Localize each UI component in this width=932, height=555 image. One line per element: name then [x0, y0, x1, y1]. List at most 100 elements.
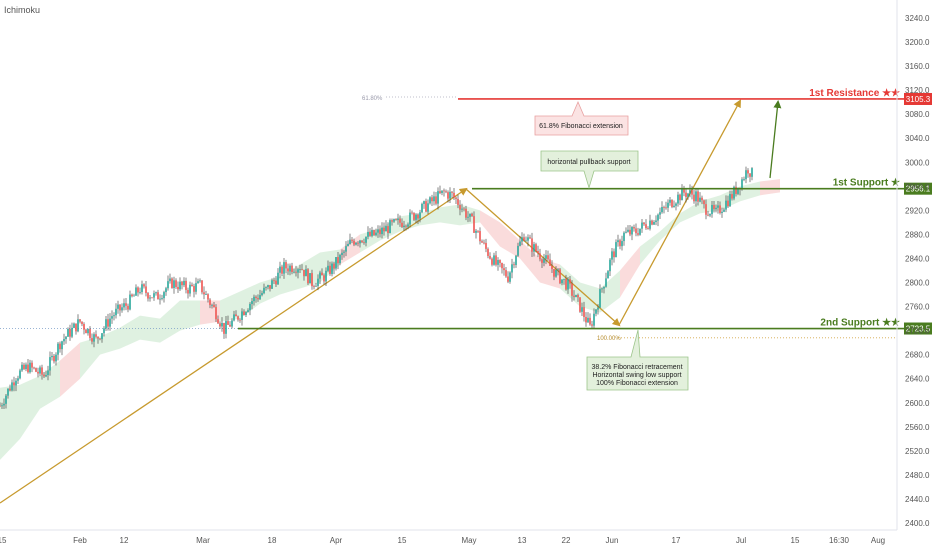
candle-down	[13, 382, 15, 386]
resistance-1-price-tag	[904, 92, 932, 105]
candle-up	[667, 202, 669, 208]
candle-up	[233, 314, 235, 321]
candle-up	[87, 328, 89, 334]
cloud-segment	[160, 300, 180, 343]
candle-up	[347, 243, 349, 247]
x-tick-label: 12	[120, 536, 129, 545]
candle-down	[361, 240, 363, 243]
candle-up	[169, 278, 171, 282]
candle-up	[211, 304, 213, 306]
cloud-segment	[440, 204, 460, 226]
y-tick-label: 2600.0	[905, 399, 930, 408]
candle-up	[231, 320, 233, 327]
cloud-segment	[360, 228, 380, 253]
candle-up	[7, 388, 9, 396]
candle-up	[55, 354, 57, 362]
trendline-projection-arrow	[618, 99, 741, 326]
candle-up	[1, 405, 3, 407]
candle-down	[369, 231, 371, 236]
candle-up	[723, 209, 725, 212]
candle-up	[695, 191, 697, 202]
candle-up	[153, 293, 155, 298]
indicator-label: Ichimoku	[4, 5, 40, 15]
candle-down	[691, 190, 693, 195]
candle-up	[737, 187, 739, 194]
candle-down	[171, 278, 173, 288]
candle-up	[597, 307, 599, 310]
candle-up	[521, 237, 523, 242]
trendline-up-arrow	[0, 187, 468, 504]
candle-down	[565, 278, 567, 290]
candle-up	[161, 298, 163, 299]
cloud-segment	[280, 264, 300, 295]
candle-down	[679, 194, 681, 201]
candle-down	[143, 284, 145, 287]
candle-up	[221, 322, 223, 327]
candle-down	[457, 198, 459, 205]
candle-up	[545, 255, 547, 259]
cloud-segment	[60, 342, 80, 397]
candle-up	[167, 281, 169, 289]
candle-up	[403, 225, 405, 228]
candle-up	[419, 212, 421, 219]
candle-up	[617, 240, 619, 243]
candle-up	[247, 310, 249, 313]
candle-up	[441, 190, 443, 194]
candle-down	[651, 220, 653, 225]
cloud-segment	[520, 240, 540, 283]
candle-up	[63, 339, 65, 342]
x-tick-label: Jul	[736, 536, 746, 545]
candle-up	[51, 355, 53, 358]
candle-up	[105, 319, 107, 329]
candle-up	[681, 188, 683, 201]
candle-up	[47, 370, 49, 376]
candle-up	[259, 295, 261, 300]
candle-up	[611, 251, 613, 260]
candle-up	[515, 255, 517, 265]
candle-up	[261, 293, 263, 296]
y-tick-label: 3160.0	[905, 62, 930, 71]
candle-up	[123, 303, 125, 308]
candle-up	[567, 279, 569, 290]
annotation-notes: 61.8% Fibonacci extension horizontal pull…	[534, 100, 689, 391]
candle-down	[323, 275, 325, 282]
candle-down	[151, 297, 153, 299]
candle-up	[609, 259, 611, 272]
x-tick-label: Mar	[196, 536, 210, 545]
candle-down	[97, 336, 99, 339]
candle-up	[305, 269, 307, 277]
cloud-segment	[680, 201, 700, 223]
trendlines	[0, 99, 782, 504]
candle-down	[41, 367, 43, 375]
candle-up	[689, 190, 691, 194]
candle-down	[399, 218, 401, 223]
candle-up	[117, 304, 119, 309]
y-tick-label: 3120.0	[905, 86, 930, 95]
target-arrow	[769, 100, 782, 179]
candle-up	[317, 278, 319, 286]
candle-down	[665, 207, 667, 209]
y-tick-label: 3040.0	[905, 134, 930, 143]
cloud-segment	[480, 210, 500, 247]
candle-up	[381, 227, 383, 235]
candle-down	[591, 324, 593, 326]
candle-up	[631, 227, 633, 235]
candle-down	[523, 237, 525, 241]
candle-up	[67, 328, 69, 337]
candle-down	[353, 240, 355, 245]
cloud-segment	[240, 282, 260, 319]
candle-down	[583, 307, 585, 317]
candle-up	[371, 230, 373, 236]
candle-up	[279, 266, 281, 273]
cloud-segment	[640, 231, 660, 265]
candle-up	[525, 240, 527, 242]
support-2-title: 2nd Support ★★	[820, 318, 900, 329]
candle-down	[531, 238, 533, 252]
candle-down	[295, 271, 297, 273]
candle-up	[341, 252, 343, 256]
candle-up	[359, 240, 361, 244]
candle-up	[245, 312, 247, 316]
candle-down	[0, 405, 1, 407]
candle-down	[505, 270, 507, 277]
y-tick-label: 2920.0	[905, 206, 930, 215]
